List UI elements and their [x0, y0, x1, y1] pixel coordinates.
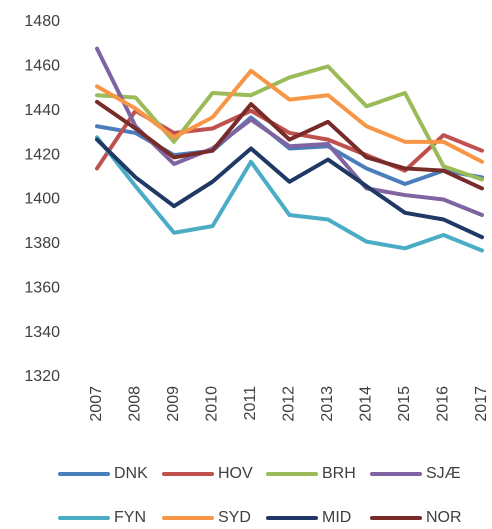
series-line — [95, 68, 484, 164]
legend-label: DNK — [114, 465, 148, 482]
x-tick-label: 2014 — [358, 386, 375, 422]
y-tick-label: 1460 — [24, 58, 60, 75]
y-tick-label: 1440 — [24, 102, 60, 119]
legend-label: FYN — [114, 509, 146, 526]
x-tick-label: 2013 — [319, 386, 336, 422]
y-tick-label: 1420 — [24, 146, 60, 163]
x-tick-label: 2010 — [204, 386, 221, 422]
legend-label: NOR — [426, 509, 462, 526]
series-line — [95, 137, 484, 240]
x-tick-label: 2007 — [88, 386, 105, 422]
x-tick-label: 2017 — [473, 386, 490, 422]
y-tick-label: 1320 — [24, 368, 60, 385]
y-tick-label: 1340 — [24, 324, 60, 341]
x-tick-label: 2012 — [281, 386, 298, 422]
x-tick-label: 2016 — [435, 386, 452, 422]
series-line — [95, 46, 484, 218]
legend-label: HOV — [218, 465, 253, 482]
x-tick-label: 2009 — [165, 386, 182, 422]
y-tick-label: 1400 — [24, 191, 60, 208]
legend-label: SYD — [218, 509, 251, 526]
x-tick-label: 2015 — [396, 386, 413, 422]
y-tick-label: 1360 — [24, 279, 60, 296]
series-line — [95, 99, 484, 191]
y-tick-label: 1480 — [24, 13, 60, 30]
x-tick-label: 2008 — [127, 386, 144, 422]
legend-label: BRH — [322, 465, 356, 482]
y-tick-label: 1380 — [24, 235, 60, 252]
series-line — [95, 135, 484, 253]
x-tick-label: 2011 — [242, 386, 259, 421]
legend-label: MID — [322, 509, 351, 526]
legend-label: SJÆ — [426, 465, 461, 482]
